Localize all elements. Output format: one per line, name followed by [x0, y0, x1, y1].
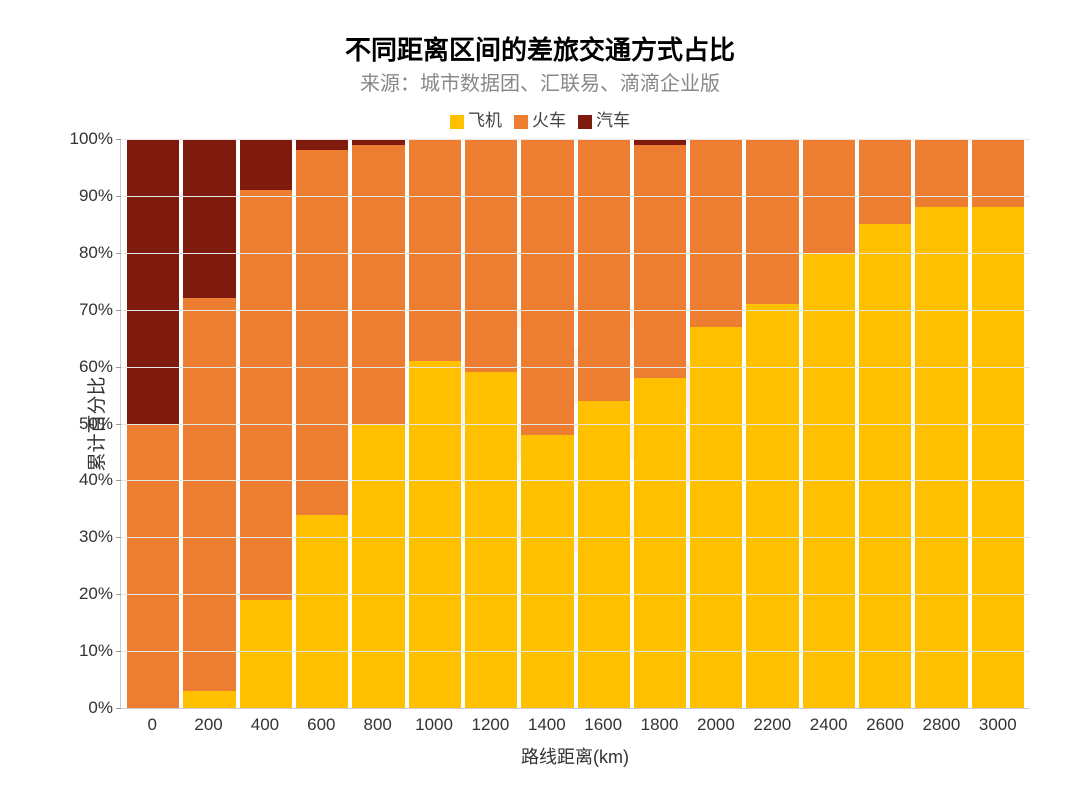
y-tick-label: 30% — [79, 527, 121, 547]
grid-line — [121, 310, 1030, 311]
grid-line — [121, 480, 1030, 481]
x-tick-label: 2800 — [913, 709, 969, 735]
x-tick-label: 1200 — [462, 709, 518, 735]
y-tick-label: 60% — [79, 357, 121, 377]
grid-line — [121, 594, 1030, 595]
bar-segment-train — [240, 190, 292, 600]
bar-segment-plane — [352, 424, 404, 709]
y-tick-label: 90% — [79, 186, 121, 206]
x-tick-label: 2200 — [744, 709, 800, 735]
y-tick-label: 20% — [79, 584, 121, 604]
bar-segment-train — [915, 139, 967, 207]
y-tick-label: 0% — [88, 698, 121, 718]
x-tick-label: 2400 — [801, 709, 857, 735]
x-tick-label: 2600 — [857, 709, 913, 735]
y-tick-label: 100% — [70, 129, 121, 149]
bar-segment-train — [972, 139, 1024, 207]
x-tick-label: 400 — [237, 709, 293, 735]
bar-segment-train — [127, 424, 179, 709]
legend-label: 火车 — [532, 111, 566, 130]
bar-segment-train — [521, 139, 573, 435]
chart-title: 不同距离区间的差旅交通方式占比 — [30, 30, 1050, 67]
bar-segment-plane — [409, 361, 461, 708]
bar-segment-plane — [972, 207, 1024, 708]
bar-segment-train — [465, 139, 517, 372]
x-tick-label: 3000 — [970, 709, 1026, 735]
x-axis-labels: 0200400600800100012001400160018002000220… — [120, 709, 1030, 735]
x-tick-label: 1400 — [519, 709, 575, 735]
x-tick-label: 1600 — [575, 709, 631, 735]
legend-item: 飞机 — [450, 106, 502, 131]
legend-item: 火车 — [514, 106, 566, 131]
bar-segment-plane — [915, 207, 967, 708]
grid-line — [121, 196, 1030, 197]
x-tick-label: 200 — [180, 709, 236, 735]
bar-segment-car — [183, 139, 235, 298]
bar-segment-train — [746, 139, 798, 304]
bar-segment-train — [690, 139, 742, 327]
bar-segment-car — [127, 139, 179, 424]
bar-segment-plane — [859, 224, 911, 708]
y-tick-label: 40% — [79, 470, 121, 490]
chart-container: 不同距离区间的差旅交通方式占比 来源：城市数据团、汇联易、滴滴企业版 飞机 火车 汽… — [0, 0, 1080, 810]
legend-label: 汽车 — [596, 111, 630, 130]
x-tick-label: 0 — [124, 709, 180, 735]
legend-label: 飞机 — [468, 111, 502, 130]
bar-segment-plane — [634, 378, 686, 708]
grid-line — [121, 139, 1030, 140]
legend-item: 汽车 — [578, 106, 630, 131]
grid-line — [121, 424, 1030, 425]
bar-segment-train — [578, 139, 630, 401]
x-tick-label: 2000 — [688, 709, 744, 735]
x-tick-label: 1800 — [631, 709, 687, 735]
grid-line — [121, 367, 1030, 368]
bar-segment-train — [352, 145, 404, 424]
plot-area: 0%10%20%30%40%50%60%70%80%90%100% — [120, 139, 1030, 709]
chart-legend: 飞机 火车 汽车 — [30, 106, 1050, 131]
y-tick-label: 80% — [79, 243, 121, 263]
legend-swatch-icon — [450, 115, 464, 129]
bar-segment-plane — [746, 304, 798, 708]
bar-segment-plane — [183, 691, 235, 708]
x-tick-label: 1000 — [406, 709, 462, 735]
x-tick-label: 800 — [350, 709, 406, 735]
bar-segment-train — [634, 145, 686, 378]
bar-segment-car — [240, 139, 292, 190]
bar-segment-train — [296, 150, 348, 514]
bar-segment-car — [296, 139, 348, 150]
y-tick-label: 10% — [79, 641, 121, 661]
legend-swatch-icon — [578, 115, 592, 129]
bar-segment-plane — [578, 401, 630, 708]
grid-line — [121, 651, 1030, 652]
grid-line — [121, 253, 1030, 254]
legend-swatch-icon — [514, 115, 528, 129]
chart-subtitle: 来源：城市数据团、汇联易、滴滴企业版 — [30, 67, 1050, 96]
x-tick-label: 600 — [293, 709, 349, 735]
grid-line — [121, 537, 1030, 538]
bar-segment-plane — [521, 435, 573, 708]
y-tick-label: 50% — [79, 414, 121, 434]
bar-segment-train — [409, 139, 461, 361]
bar-segment-train — [183, 298, 235, 691]
bar-segment-train — [859, 139, 911, 224]
y-tick-label: 70% — [79, 300, 121, 320]
x-axis-title: 路线距离(km) — [120, 743, 1030, 769]
bar-segment-plane — [296, 515, 348, 708]
bar-segment-plane — [240, 600, 292, 708]
